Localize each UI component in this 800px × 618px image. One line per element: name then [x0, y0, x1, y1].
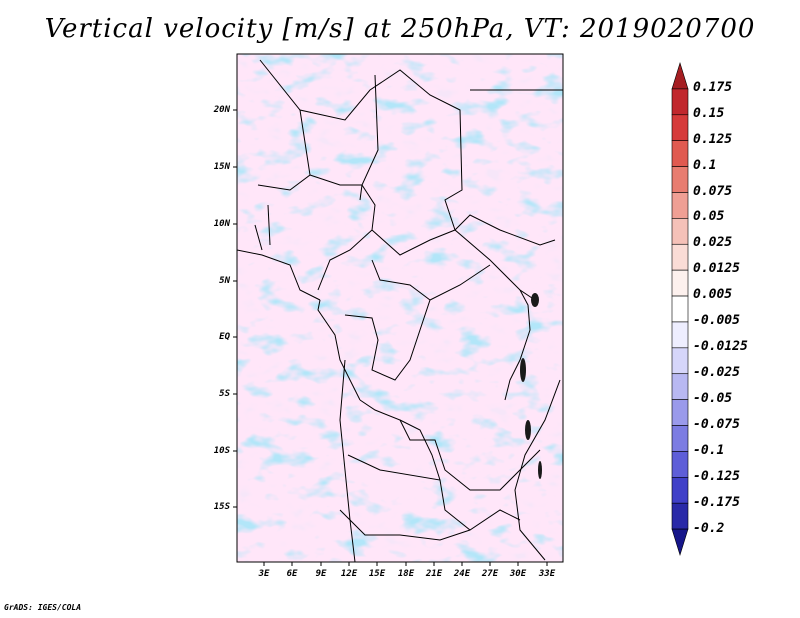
lakes [520, 293, 542, 479]
colorbar-segment [671, 243, 689, 271]
colorbar-segment [671, 218, 689, 245]
colorbar-segment [671, 451, 689, 478]
colorbar-label: 0.0125 [693, 261, 740, 276]
vertical-velocity-field [237, 54, 563, 562]
colorbar-segment [671, 347, 689, 375]
colorbar-segment [671, 295, 689, 323]
lon-label-24e: 24E [453, 569, 471, 579]
lat-label-20n: 20N [213, 105, 230, 115]
lon-label-27e: 27E [481, 569, 499, 579]
colorbar-segment [671, 477, 689, 504]
colorbar-label: -0.175 [693, 495, 740, 510]
colorbar-label: -0.05 [693, 391, 733, 406]
lon-ticks [263, 562, 548, 566]
colorbar-label: 0.125 [693, 132, 733, 147]
lat-label-15s: 15S [213, 502, 230, 512]
colorbar-label: 0.025 [693, 235, 733, 250]
plot-frame [236, 53, 564, 563]
lat-label-5s: 5S [219, 389, 230, 399]
chart-title: Vertical velocity [m/s] at 250hPa, VT: 2… [44, 14, 756, 44]
lat-ticks [233, 109, 237, 508]
colorbar-bottom-arrow [671, 528, 689, 557]
colorbar-label: -0.125 [693, 469, 740, 484]
lon-label-33e: 33E [538, 569, 556, 579]
lon-label-21e: 21E [425, 569, 443, 579]
colorbar-top-arrow [671, 61, 689, 90]
colorbar-label: 0.005 [693, 287, 733, 302]
lat-label-eq: EQ [219, 332, 230, 342]
colorbar-segment [671, 88, 689, 116]
lon-label-12e: 12E [340, 569, 358, 579]
colorbar-label: -0.075 [693, 417, 740, 432]
colorbar-segment [671, 373, 689, 400]
colorbar-label: -0.2 [693, 521, 725, 536]
lon-label-18e: 18E [397, 569, 415, 579]
colorbar-segment [671, 114, 689, 141]
colorbar-label: 0.075 [693, 184, 733, 199]
lon-label-6e: 6E [286, 569, 298, 579]
lon-label-9e: 9E [315, 569, 327, 579]
lat-label-10s: 10S [213, 446, 230, 456]
colorbar-label: -0.025 [693, 365, 740, 380]
lat-label-15n: 15N [213, 162, 230, 172]
lon-label-3e: 3E [258, 569, 270, 579]
colorbar-label: -0.0125 [693, 339, 748, 354]
colorbar-label: 0.1 [693, 158, 717, 173]
lon-label-15e: 15E [368, 569, 386, 579]
lat-label-5n: 5N [219, 276, 230, 286]
colorbar-segment [671, 166, 689, 193]
lon-label-30e: 30E [509, 569, 527, 579]
grads-credit: GrADS: IGES/COLA [4, 603, 82, 612]
colorbar-label: -0.005 [693, 313, 740, 328]
colorbar-label: 0.05 [693, 209, 725, 224]
lat-label-10n: 10N [213, 219, 230, 229]
colorbar-segment [671, 321, 689, 349]
colorbar-segment [671, 425, 689, 452]
country-borders [237, 59, 563, 562]
colorbar-segment [671, 192, 689, 219]
colorbar-label: 0.175 [693, 80, 733, 95]
colorbar-segment [671, 269, 689, 297]
colorbar-segment [671, 399, 689, 426]
colorbar-label: 0.15 [693, 106, 725, 121]
colorbar-label: -0.1 [693, 443, 725, 458]
colorbar-segment [671, 140, 689, 167]
colorbar-segment [671, 502, 689, 530]
